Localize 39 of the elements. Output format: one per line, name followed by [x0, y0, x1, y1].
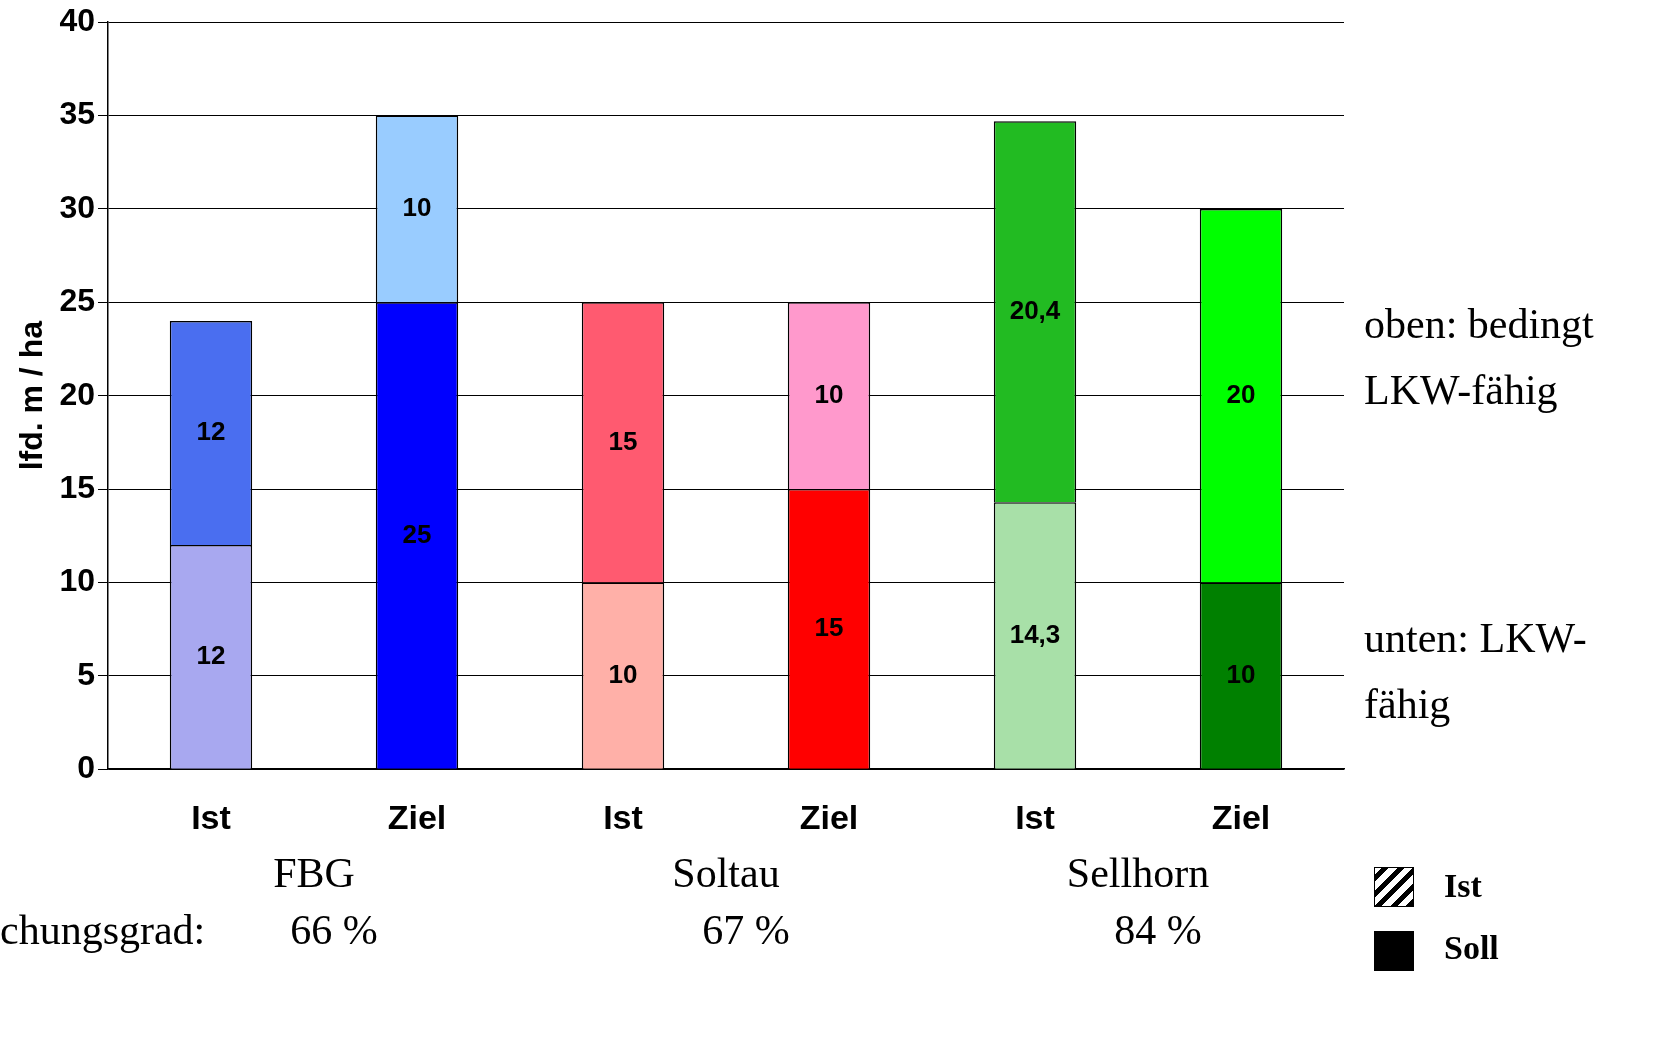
data-label: 10: [608, 658, 638, 689]
data-label: 14,3: [1009, 618, 1061, 649]
y-tick-label: 0: [77, 749, 95, 786]
data-label: 15: [608, 425, 638, 456]
x-tick-label: Ziel: [387, 797, 447, 836]
data-label: 10: [814, 378, 844, 409]
y-tick-label: 30: [59, 188, 95, 225]
text: Ist: [1444, 867, 1482, 906]
data-label: 10: [402, 192, 432, 223]
y-tick-label: 20: [59, 375, 95, 412]
text: chungsgrad:: [0, 906, 206, 955]
y-tick-label: 35: [59, 95, 95, 132]
y-tick-label: 5: [77, 655, 95, 692]
y-tick-label: 40: [59, 2, 95, 39]
y-axis-title: lfd. m / ha: [13, 320, 50, 471]
text: FBG: [273, 849, 355, 898]
text: 66 %: [290, 906, 378, 955]
y-tick-label: 10: [59, 562, 95, 599]
data-label: 20: [1226, 378, 1256, 409]
data-label: 10: [1226, 658, 1256, 689]
text: unten: LKW-fähig: [1364, 613, 1588, 729]
y-tick-label: 15: [59, 468, 95, 505]
x-tick-label: Ist: [191, 797, 231, 836]
text: Sellhorn: [1066, 849, 1210, 898]
x-tick-label: Ziel: [1211, 797, 1271, 836]
text: Soltau: [672, 849, 780, 898]
x-tick-label: Ist: [603, 797, 643, 836]
data-label: 20,4: [1009, 294, 1061, 325]
text: 67 %: [702, 906, 790, 955]
data-label: 25: [402, 518, 432, 549]
y-tick-label: 25: [59, 282, 95, 319]
text: Soll: [1444, 929, 1499, 968]
data-label: 12: [196, 416, 226, 447]
text: 84 %: [1114, 906, 1202, 955]
data-label: 15: [814, 612, 844, 643]
text: oben: bedingt LKW-fähig: [1364, 300, 1595, 416]
x-tick-label: Ist: [1015, 797, 1055, 836]
x-tick-label: Ziel: [799, 797, 859, 836]
data-label: 12: [196, 640, 226, 671]
